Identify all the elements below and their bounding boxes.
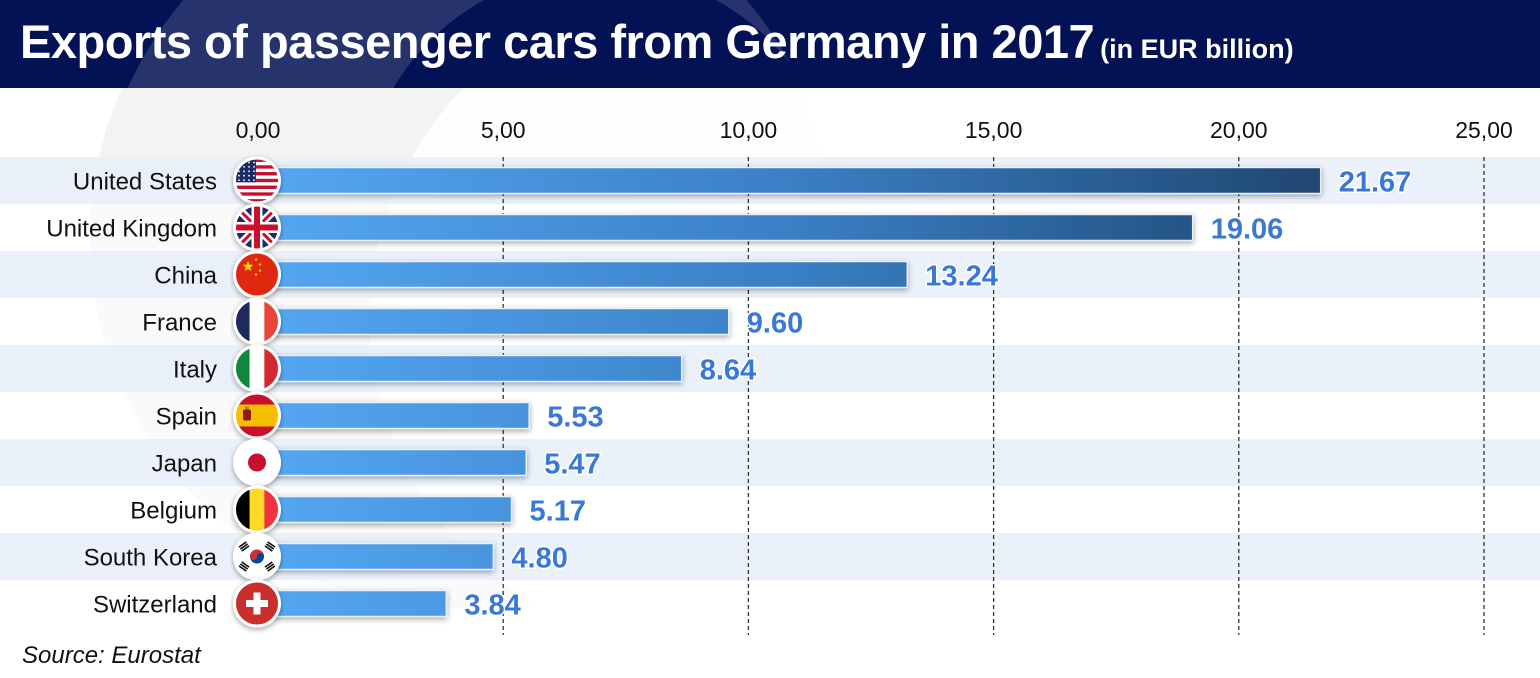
bar-value-label: 5.17 — [530, 496, 586, 528]
category-label: United Kingdom — [46, 216, 217, 243]
x-tick-label: 10,00 — [720, 117, 778, 143]
bar — [257, 589, 448, 618]
flag-us-icon — [233, 156, 281, 205]
category-label: Switzerland — [93, 592, 217, 619]
chart-title: Exports of passenger cars from Germany i… — [20, 14, 1294, 69]
bar — [257, 260, 909, 289]
bar — [257, 495, 513, 524]
bar-value-label: 3.84 — [464, 590, 520, 622]
bar-value-label: 5.47 — [544, 449, 600, 481]
category-label: France — [142, 310, 217, 337]
flag-china-icon — [233, 250, 281, 299]
flag-uk-icon — [233, 203, 281, 252]
flag-south-korea-icon — [233, 532, 281, 581]
x-tick-label: 25,00 — [1455, 117, 1513, 143]
row-band — [0, 486, 1540, 533]
flag-switzerland-icon — [233, 579, 281, 628]
category-label: China — [154, 263, 217, 290]
bar — [257, 448, 527, 477]
row-band — [0, 439, 1540, 486]
row-band — [0, 345, 1540, 392]
bar — [257, 213, 1194, 242]
bar-value-label: 5.53 — [547, 402, 603, 434]
bar-value-label: 21.67 — [1339, 167, 1412, 199]
bar-value-label: 9.60 — [747, 308, 803, 340]
x-tick-label: 15,00 — [965, 117, 1023, 143]
source-note: Source: Eurostat — [22, 642, 201, 669]
row-band — [0, 392, 1540, 439]
category-label: United States — [73, 169, 217, 196]
row-band — [0, 580, 1540, 627]
bar-value-label: 19.06 — [1211, 214, 1284, 246]
bar — [257, 307, 730, 336]
flag-japan-icon — [233, 438, 281, 487]
category-label: South Korea — [84, 545, 218, 572]
bar — [257, 542, 495, 571]
bar — [257, 354, 683, 383]
category-label: Spain — [156, 404, 217, 431]
category-label: Belgium — [130, 498, 217, 525]
x-tick-label: 20,00 — [1210, 117, 1268, 143]
chart-title-unit: (in EUR billion) — [1100, 34, 1294, 64]
x-tick-label: 0,00 — [236, 117, 281, 143]
category-label: Japan — [152, 451, 217, 478]
bar-chart: 0,00 5,00 10,00 15,00 20,00 25,00 United Stat… — [0, 88, 1540, 648]
row-band — [0, 533, 1540, 580]
flag-italy-icon — [233, 344, 281, 393]
flag-france-icon — [233, 297, 281, 346]
bar — [257, 401, 530, 430]
chart-title-main: Exports of passenger cars from Germany i… — [20, 15, 1095, 68]
bar-value-label: 8.64 — [700, 355, 756, 387]
x-tick-label: 5,00 — [481, 117, 526, 143]
title-bar: Exports of passenger cars from Germany i… — [0, 0, 1540, 88]
flag-spain-icon — [233, 391, 281, 440]
category-label: Italy — [173, 357, 217, 384]
flag-belgium-icon — [233, 485, 281, 534]
bar-value-label: 13.24 — [925, 261, 998, 293]
bar — [257, 166, 1322, 195]
bar-value-label: 4.80 — [511, 543, 567, 575]
